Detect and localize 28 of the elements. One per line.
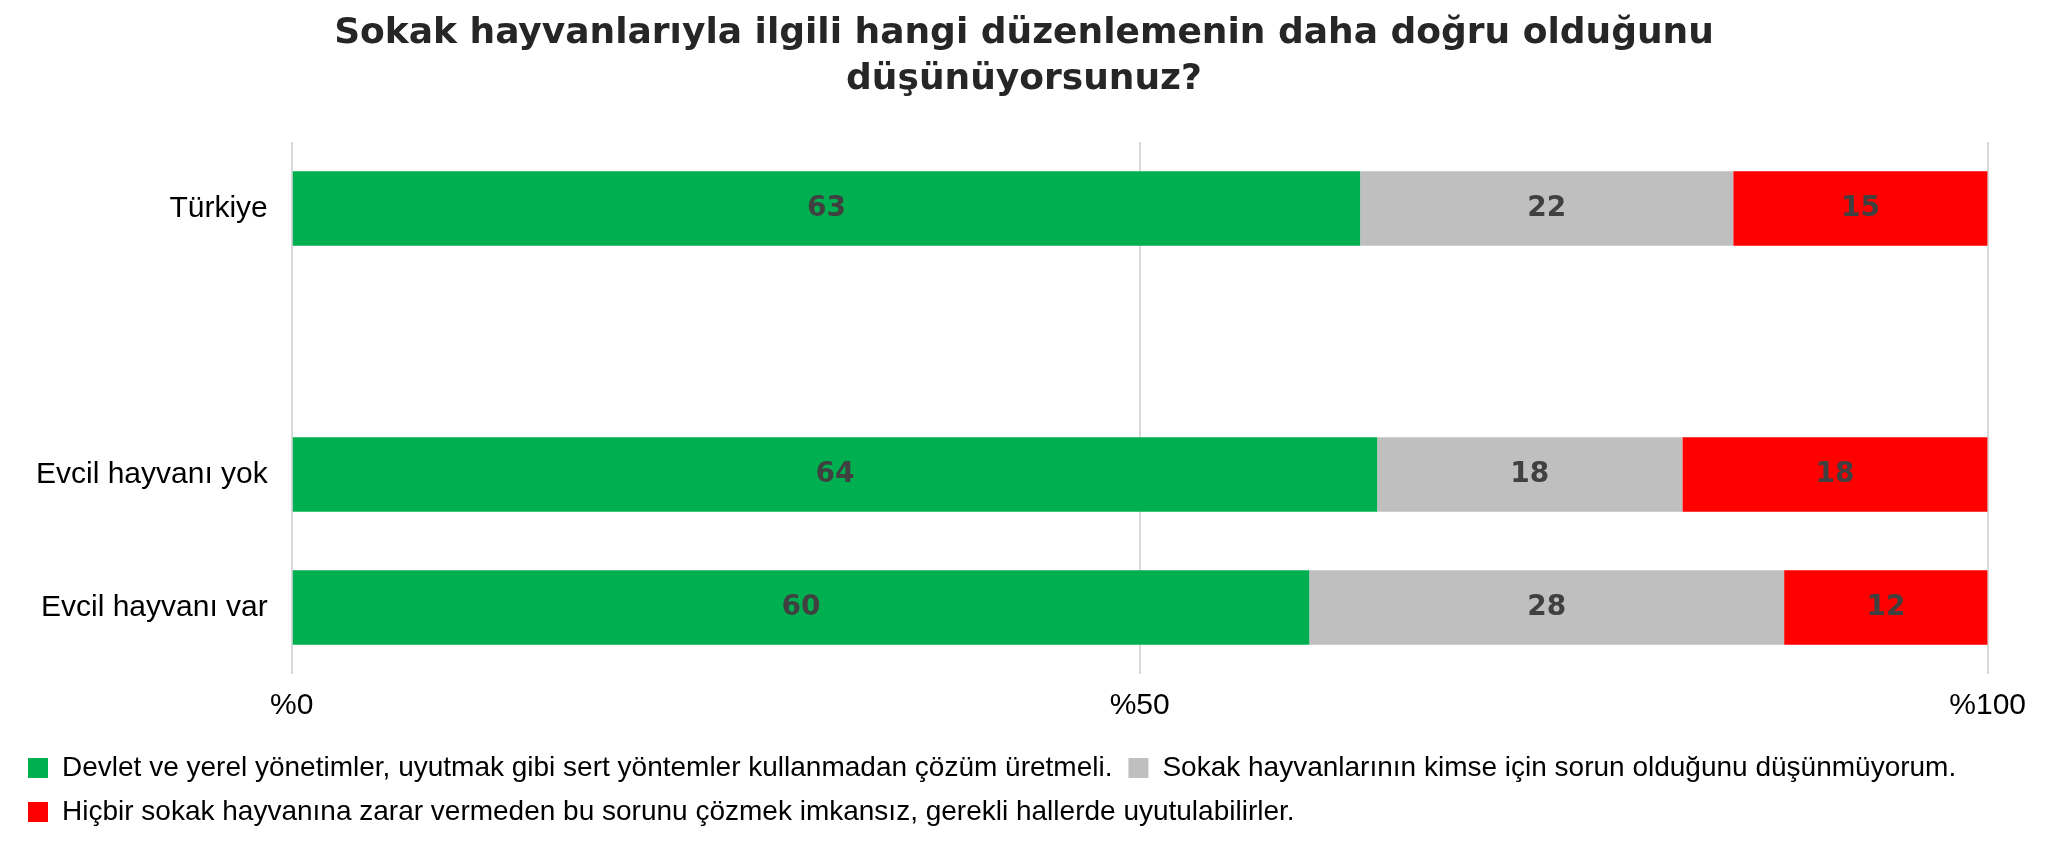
data-label: 15 [1840, 189, 1880, 223]
bar [1309, 570, 1785, 645]
y-tick-label: Evcil hayvanı yok [35, 455, 269, 489]
bar [1682, 437, 1988, 512]
data-label: 18 [1510, 455, 1550, 489]
data-label: 64 [815, 455, 855, 489]
x-tick-label: %100 [1949, 687, 2026, 721]
y-tick-label: Türkiye [169, 189, 268, 223]
chart-title: Sokak hayvanlarıyla ilgili hangi düzenlemenin daha doğru olduğunu düşünüyorsunuz? [333, 9, 1715, 99]
data-label: 12 [1866, 588, 1906, 622]
x-tick-label: %0 [270, 687, 314, 721]
legend-label: Sokak hayvanlarının kimse için sorun olduğunu düşünmüyorum. [1162, 750, 1957, 782]
legend-label: Devlet ve yerel yönetimler, uyutmak gibi sert yöntemler kullanmadan çözüm üretmeli. [62, 750, 1113, 782]
bar [1377, 437, 1683, 512]
legend-label: Hiçbir sokak hayvanına zarar vermeden bu sorunu çözmek imkansız, gerekli hallerde uyutulabilirler. [62, 794, 1295, 826]
data-label: 18 [1815, 455, 1855, 489]
bar [292, 171, 1361, 246]
data-label: 28 [1527, 588, 1567, 622]
bar [292, 570, 1310, 645]
bar [292, 437, 1378, 512]
bar [1784, 570, 1988, 645]
y-tick-label: Evcil hayvanı var [41, 588, 268, 622]
data-label: 60 [781, 588, 821, 622]
bar [1360, 171, 1734, 246]
bar [1733, 171, 1988, 246]
data-label: 22 [1527, 189, 1567, 223]
data-label: 63 [806, 189, 846, 223]
x-tick-label: %50 [1109, 687, 1170, 721]
